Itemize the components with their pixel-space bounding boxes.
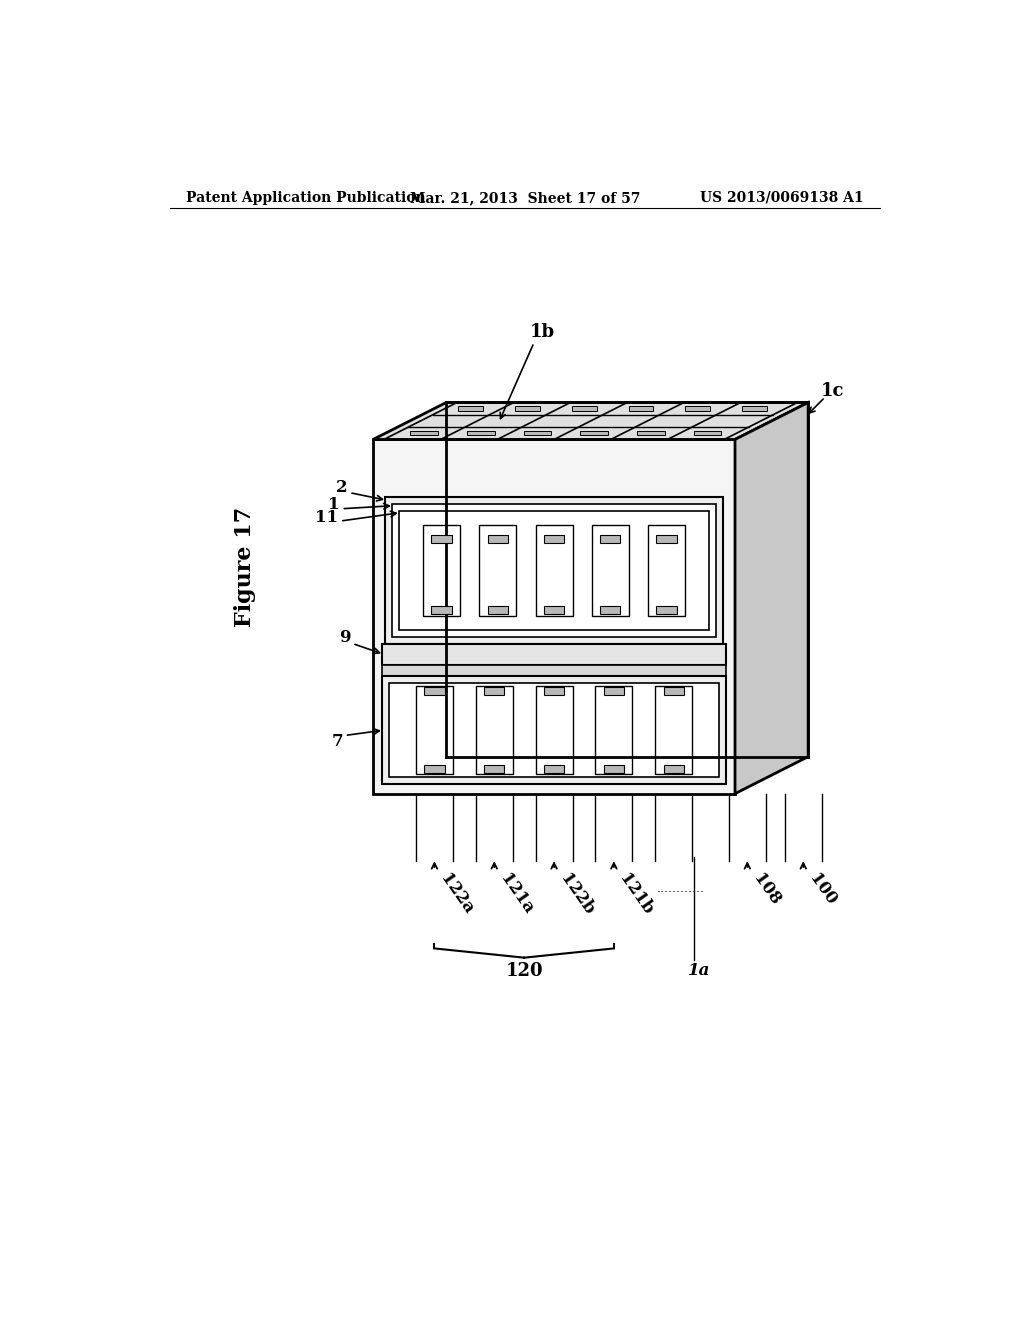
Bar xyxy=(536,525,572,615)
Polygon shape xyxy=(735,403,808,793)
Bar xyxy=(544,766,564,774)
Bar xyxy=(411,432,438,436)
Text: 100: 100 xyxy=(806,871,840,908)
Bar xyxy=(382,644,726,665)
Bar xyxy=(581,432,608,436)
Text: Patent Application Publication: Patent Application Publication xyxy=(186,191,426,205)
Bar xyxy=(487,606,508,614)
Bar xyxy=(467,432,495,436)
Bar xyxy=(476,686,513,775)
Text: 1c: 1c xyxy=(821,381,845,400)
Polygon shape xyxy=(373,403,808,440)
Text: US 2013/0069138 A1: US 2013/0069138 A1 xyxy=(700,191,863,205)
Text: 122a: 122a xyxy=(437,871,477,917)
Bar xyxy=(431,535,452,544)
Bar xyxy=(656,606,677,614)
Bar xyxy=(423,525,460,615)
Bar xyxy=(392,504,716,636)
Bar xyxy=(742,407,767,411)
Bar xyxy=(544,535,564,544)
Bar xyxy=(544,606,564,614)
Text: 121a: 121a xyxy=(497,871,537,917)
Bar xyxy=(536,686,572,775)
Bar xyxy=(416,686,453,775)
Bar xyxy=(487,535,508,544)
Text: 2: 2 xyxy=(336,479,348,496)
Bar xyxy=(544,688,564,696)
Bar xyxy=(595,686,633,775)
Text: 1a: 1a xyxy=(688,961,711,978)
Text: Figure 17: Figure 17 xyxy=(233,507,256,627)
Bar xyxy=(373,440,735,793)
Bar xyxy=(424,688,444,696)
Bar xyxy=(656,535,677,544)
Bar xyxy=(459,407,483,411)
Text: 11: 11 xyxy=(315,508,339,525)
Bar xyxy=(604,688,624,696)
Bar xyxy=(389,682,719,777)
Bar xyxy=(385,498,723,644)
Bar xyxy=(523,432,551,436)
Text: ............: ............ xyxy=(656,882,705,895)
Bar xyxy=(655,686,692,775)
Bar xyxy=(431,606,452,614)
Bar xyxy=(479,525,516,615)
Bar xyxy=(664,766,684,774)
Bar xyxy=(424,766,444,774)
Bar xyxy=(648,525,685,615)
Bar xyxy=(600,535,621,544)
Text: 9: 9 xyxy=(339,628,351,645)
Bar xyxy=(694,432,722,436)
Bar xyxy=(629,407,653,411)
Bar xyxy=(600,606,621,614)
Bar xyxy=(685,407,711,411)
Bar xyxy=(515,407,540,411)
Text: 121b: 121b xyxy=(616,871,656,919)
Bar xyxy=(484,766,505,774)
Text: 1: 1 xyxy=(329,496,340,513)
Text: 1b: 1b xyxy=(530,322,555,341)
Bar xyxy=(664,688,684,696)
Bar xyxy=(484,688,505,696)
Bar xyxy=(604,766,624,774)
Bar xyxy=(399,511,709,630)
Text: 108: 108 xyxy=(750,871,783,908)
Bar xyxy=(382,676,726,784)
Text: 122b: 122b xyxy=(556,871,597,919)
Bar xyxy=(382,665,726,676)
Bar xyxy=(571,407,597,411)
Text: Mar. 21, 2013  Sheet 17 of 57: Mar. 21, 2013 Sheet 17 of 57 xyxy=(410,191,640,205)
Bar xyxy=(637,432,665,436)
Text: 120: 120 xyxy=(506,961,543,979)
Bar xyxy=(592,525,629,615)
Text: 7: 7 xyxy=(332,733,343,750)
